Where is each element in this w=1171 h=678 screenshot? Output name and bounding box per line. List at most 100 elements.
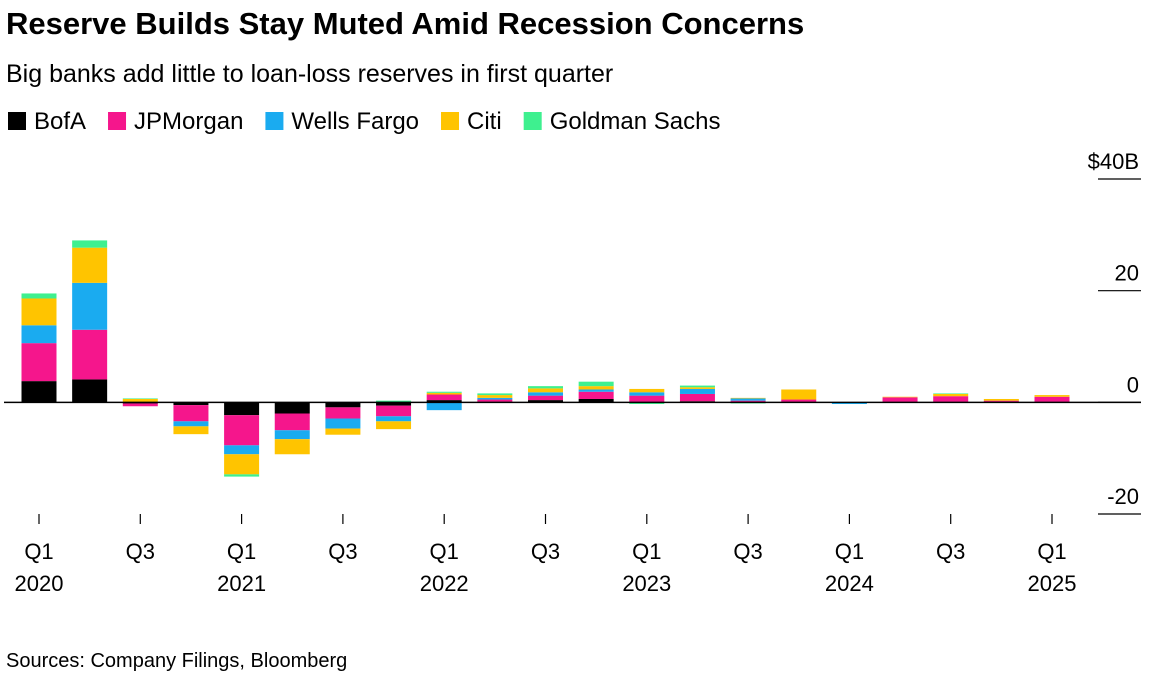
bar-segment: [173, 405, 209, 422]
bar-segment: [224, 445, 260, 455]
legend-swatch: [441, 112, 460, 130]
bar-segment: [933, 393, 969, 394]
bar-segment: [274, 439, 310, 455]
x-tick-label: Q3: [733, 539, 762, 564]
source: Sources: Company Filings, Bloomberg: [6, 650, 347, 672]
legend-label: Citi: [467, 108, 502, 135]
bar-segment: [679, 388, 715, 394]
bar-segment: [477, 395, 513, 398]
y-tick-label: 20: [1115, 261, 1139, 286]
bar-segment: [72, 240, 108, 248]
legend-swatch: [8, 112, 26, 130]
legend-swatch: [265, 112, 284, 130]
x-tick-label: Q1 2022: [420, 539, 469, 596]
bar-segment: [730, 398, 766, 401]
bar-segment: [224, 415, 260, 446]
bar-segment: [426, 392, 462, 395]
bar-segment: [528, 392, 563, 396]
bar-segment: [528, 388, 563, 393]
bar-segment: [224, 454, 260, 475]
bar-segment: [274, 413, 310, 431]
legend-label: JPMorgan: [134, 108, 243, 135]
bar-segment: [426, 391, 462, 393]
chart-subtitle: Big banks add little to loan-loss reserv…: [6, 60, 613, 88]
bar-segment: [173, 402, 209, 406]
bar-segment: [224, 402, 260, 416]
bar-segment: [578, 391, 614, 399]
bar-segment: [730, 397, 766, 399]
bar-segment: [578, 386, 614, 390]
bar-segment: [477, 393, 513, 396]
bar-segment: [679, 393, 715, 402]
bar-segment: [781, 399, 817, 402]
bar-segment: [173, 426, 209, 435]
bar-segment: [224, 474, 260, 477]
bar-segment: [21, 298, 57, 326]
x-tick-label: Q1 2024: [825, 539, 874, 596]
bar-segment: [325, 402, 361, 408]
bar-segment: [21, 325, 57, 344]
bar-segment: [882, 396, 918, 398]
bar-segment: [21, 293, 57, 299]
bar-segment: [983, 400, 1019, 402]
y-tick-label: 0: [1127, 372, 1139, 397]
bar-segment: [679, 387, 715, 389]
bar-segment: [831, 402, 867, 405]
bar-segment: [629, 388, 665, 393]
bar-segment: [983, 398, 1019, 401]
bar-segment: [325, 418, 361, 429]
bar-segment: [629, 402, 665, 405]
bar-segment: [882, 397, 918, 402]
bar-segment: [376, 405, 412, 417]
bar-segment: [629, 392, 665, 396]
bar-segment: [1034, 395, 1070, 397]
bar-segment: [426, 402, 462, 411]
x-tick-label: Q1 2020: [15, 539, 64, 596]
bar-segment: [1034, 396, 1070, 402]
legend-label: Wells Fargo: [291, 108, 419, 135]
legend-swatch: [523, 112, 542, 130]
bar-segment: [376, 400, 412, 403]
bar-segment: [72, 379, 108, 403]
bar-segment: [426, 400, 462, 403]
x-tick-label: Q3: [126, 539, 155, 564]
bar-segment: [679, 385, 715, 388]
x-tick-label: Q1 2025: [1028, 539, 1077, 596]
bar-segment: [477, 397, 513, 400]
bar-segment: [578, 389, 614, 392]
x-tick-label: Q1 2023: [622, 539, 671, 596]
bar-segment: [325, 428, 361, 435]
bar-segment: [274, 402, 310, 414]
bar-segment: [376, 416, 412, 422]
bar-segment: [578, 398, 614, 403]
x-tick-label: Q1 2021: [217, 539, 266, 596]
bar-segment: [730, 400, 766, 402]
bar-segment: [72, 329, 108, 380]
bar-segment: [933, 393, 969, 397]
legend-label: BofA: [34, 108, 86, 135]
y-tick-label: -20: [1107, 484, 1139, 509]
bar-segment: [21, 381, 57, 403]
bar-segment: [477, 399, 513, 402]
bar-segment: [122, 398, 158, 399]
bar-segment: [122, 403, 158, 407]
bar-segment: [629, 395, 665, 402]
bar-segment: [21, 343, 57, 382]
bar-segment: [528, 386, 563, 389]
bar-segment: [376, 402, 412, 406]
bar-segment: [578, 381, 614, 387]
x-tick-label: Q3: [531, 539, 560, 564]
bar-segment: [72, 282, 108, 330]
chart-title: Reserve Builds Stay Muted Amid Recession…: [6, 6, 804, 41]
bar-segment: [528, 400, 563, 403]
y-tick-label: $40B: [1088, 149, 1139, 174]
bar-segment: [274, 430, 310, 440]
bar-segment: [173, 421, 209, 427]
legend-label: Goldman Sachs: [550, 108, 721, 135]
bar-segment: [528, 395, 563, 401]
legend-swatch: [108, 112, 127, 130]
bar-segment: [376, 421, 412, 430]
bar-segment: [122, 398, 158, 403]
bar-segment: [781, 389, 817, 400]
bar-segment: [72, 247, 108, 283]
